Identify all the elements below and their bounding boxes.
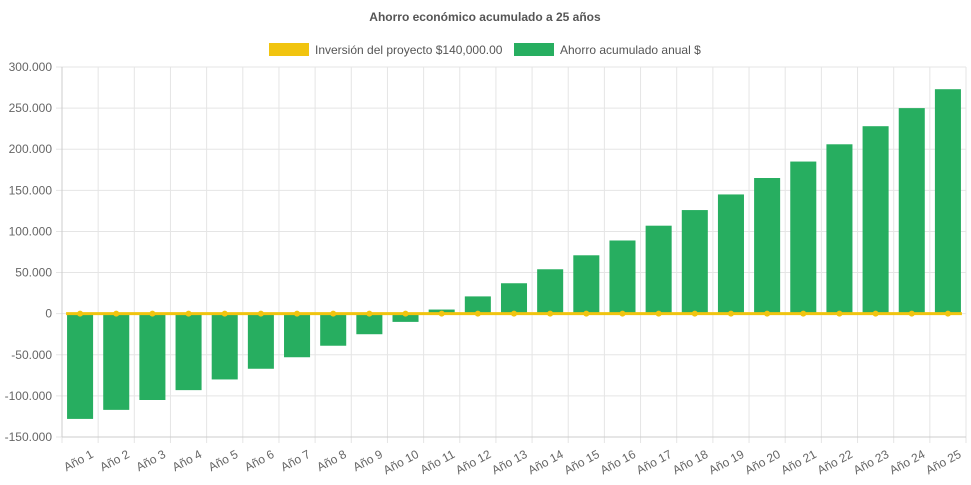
investment-point xyxy=(836,310,843,317)
savings-bar xyxy=(537,269,564,314)
savings-bar xyxy=(464,296,491,314)
investment-point xyxy=(366,310,373,317)
investment-point xyxy=(474,310,481,317)
savings-bar xyxy=(284,313,311,358)
savings-bar xyxy=(717,194,744,314)
savings-bar xyxy=(500,283,528,314)
x-tick-label: Año 22 xyxy=(815,447,855,477)
investment-point xyxy=(691,310,698,317)
plot-area: 300.000 250.000 200.000 150.000 100.000 50.00… xyxy=(5,60,967,477)
investment-point xyxy=(547,310,554,317)
savings-bar xyxy=(175,313,202,391)
savings-bar xyxy=(790,161,817,314)
x-axis-ticks: Año 1 Año 2 Año 3 Año 4 Año 5 Año 6 Año 7 Año 8… xyxy=(61,447,963,477)
x-tick-label: Año 2 xyxy=(98,447,133,474)
investment-line-series xyxy=(66,310,962,317)
investment-point xyxy=(944,310,951,317)
y-tick-label: 250.000 xyxy=(9,101,53,115)
savings-bar xyxy=(609,240,636,314)
investment-point xyxy=(257,310,264,317)
y-tick-label: 50.000 xyxy=(15,266,52,280)
x-tick-label: Año 5 xyxy=(206,447,241,474)
investment-point xyxy=(149,310,156,317)
x-tick-label: Año 17 xyxy=(634,447,674,477)
y-tick-label: -100.000 xyxy=(5,389,53,403)
legend-label-investment: Inversión del proyecto $140,000.00 xyxy=(315,43,503,57)
x-tick-label: Año 7 xyxy=(278,447,313,474)
x-tick-label: Año 10 xyxy=(381,447,421,477)
x-tick-label: Año 3 xyxy=(134,447,169,474)
x-tick-label: Año 8 xyxy=(314,447,349,474)
x-tick-label: Año 21 xyxy=(779,447,819,477)
x-tick-label: Año 6 xyxy=(242,447,277,474)
investment-point xyxy=(872,310,879,317)
x-tick-label: Año 9 xyxy=(351,447,386,474)
chart-title: Ahorro económico acumulado a 25 años xyxy=(369,10,601,24)
x-tick-label: Año 24 xyxy=(887,447,927,477)
savings-bar xyxy=(356,313,383,335)
x-tick-label: Año 12 xyxy=(453,447,493,477)
y-tick-label: 200.000 xyxy=(9,142,53,156)
y-tick-label: 0 xyxy=(45,307,52,321)
y-tick-label: -50.000 xyxy=(11,348,52,362)
investment-point xyxy=(330,310,337,317)
savings-bar xyxy=(247,313,274,369)
savings-bar xyxy=(320,313,347,346)
investment-point xyxy=(619,310,626,317)
investment-point xyxy=(77,310,84,317)
savings-bar xyxy=(103,313,130,410)
savings-bar xyxy=(67,313,94,419)
savings-bar xyxy=(754,178,781,314)
savings-bar xyxy=(862,126,889,314)
x-tick-label: Año 13 xyxy=(489,447,529,477)
savings-bar xyxy=(139,313,166,400)
investment-point xyxy=(727,310,734,317)
x-tick-label: Año 20 xyxy=(742,447,782,477)
legend-swatch-savings xyxy=(514,43,554,56)
savings-bar xyxy=(826,144,853,314)
x-tick-label: Año 19 xyxy=(706,447,746,477)
investment-point xyxy=(294,310,301,317)
savings-bar xyxy=(211,313,238,380)
savings-bars xyxy=(67,89,961,419)
x-tick-label: Año 23 xyxy=(851,447,891,477)
investment-point xyxy=(655,310,662,317)
legend: Inversión del proyecto $140,000.00 Ahorr… xyxy=(269,43,701,57)
x-tick-label: Año 1 xyxy=(61,447,96,474)
investment-point xyxy=(583,310,590,317)
y-tick-label: 150.000 xyxy=(9,183,53,197)
savings-bar xyxy=(681,210,708,314)
investment-point xyxy=(800,310,807,317)
x-tick-label: Año 25 xyxy=(923,447,963,477)
investment-point xyxy=(113,310,120,317)
savings-bar xyxy=(392,313,419,322)
legend-swatch-investment xyxy=(269,43,309,56)
y-tick-label: 100.000 xyxy=(9,224,53,238)
investment-point xyxy=(221,310,228,317)
investment-point xyxy=(764,310,771,317)
savings-bar xyxy=(898,108,925,314)
x-tick-label: Año 14 xyxy=(526,447,566,477)
y-axis-ticks: 300.000 250.000 200.000 150.000 100.000 50.00… xyxy=(5,60,53,444)
x-tick-label: Año 4 xyxy=(170,447,205,474)
x-tick-label: Año 16 xyxy=(598,447,638,477)
savings-bar xyxy=(573,255,600,314)
savings-bar xyxy=(934,89,961,314)
x-tick-label: Año 15 xyxy=(562,447,602,477)
investment-point xyxy=(185,310,192,317)
investment-point xyxy=(438,310,445,317)
y-tick-label: -150.000 xyxy=(5,430,53,444)
grid-lines xyxy=(56,66,967,443)
legend-label-savings: Ahorro acumulado anual $ xyxy=(560,43,701,57)
investment-point xyxy=(402,310,409,317)
investment-point xyxy=(511,310,517,317)
x-tick-label: Año 11 xyxy=(418,447,458,477)
savings-bar xyxy=(645,225,672,314)
x-tick-label: Año 18 xyxy=(670,447,710,477)
investment-point xyxy=(908,310,915,317)
y-tick-label: 300.000 xyxy=(9,60,53,74)
